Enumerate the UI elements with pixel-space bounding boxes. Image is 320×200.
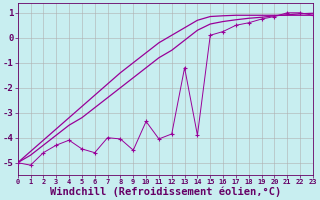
- X-axis label: Windchill (Refroidissement éolien,°C): Windchill (Refroidissement éolien,°C): [50, 187, 281, 197]
